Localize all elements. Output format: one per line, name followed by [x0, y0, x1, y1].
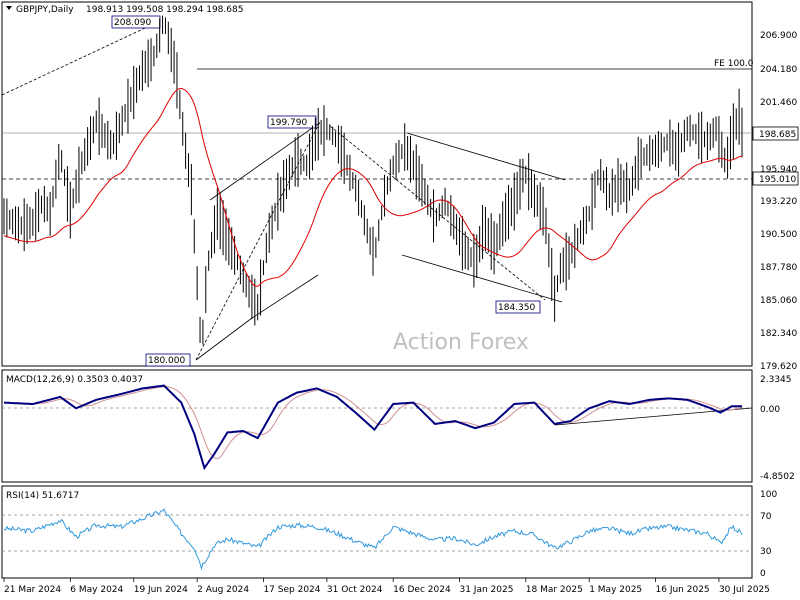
watermark: Action Forex — [393, 330, 529, 355]
main-panel-frame — [1, 1, 753, 367]
trend-line-dashed — [329, 125, 546, 301]
date-tick-label: 31 Oct 2024 — [327, 585, 383, 595]
channel-lower — [251, 274, 319, 319]
annotation-box — [495, 300, 541, 314]
dropdown-triangle-icon[interactable] — [6, 6, 12, 10]
price-tick: 206.900 — [760, 31, 797, 41]
rsi-tick: 0 — [760, 569, 766, 579]
symbol-header: GBPJPY,Daily — [16, 5, 74, 15]
date-tick-label: 1 May 2025 — [589, 585, 642, 595]
trend-lines — [1, 21, 566, 361]
price-tick: 195.940 — [760, 165, 797, 175]
current-price-box — [752, 126, 799, 141]
macd-tick: -4.8502 — [760, 472, 795, 482]
date-tick-label: 6 May 2024 — [70, 585, 123, 595]
price-tick: 201.460 — [760, 98, 797, 108]
date-tick-label: 16 Jun 2025 — [656, 585, 710, 595]
date-tick-label: 30 Jul 2025 — [719, 585, 770, 595]
date-tick-label: 31 Jan 2025 — [459, 585, 513, 595]
date-tick-label: 21 Mar 2024 — [4, 585, 61, 595]
rsi-tick: 100 — [760, 490, 777, 500]
annotation-high: 208.090 — [114, 18, 151, 28]
date-axis: 21 Mar 2024 6 May 2024 19 Jun 2024 2 Aug 20… — [3, 578, 770, 595]
annotation-swing-high: 199.790 — [270, 118, 307, 128]
channel-lower-ext — [195, 317, 253, 361]
macd-zero-label: 0.00 — [760, 405, 780, 415]
price-series — [3, 15, 743, 345]
fe-100-label: FE 100.0 — [714, 59, 754, 69]
ohlc-header: 198.913 199.508 198.294 198.685 — [86, 5, 243, 15]
price-tick: 190.500 — [760, 230, 797, 240]
annotation-swing-low: 184.350 — [498, 303, 535, 313]
macd-signal-line — [3, 386, 743, 460]
rsi-tick: 30 — [760, 547, 772, 557]
level-label: 195.010 — [759, 175, 796, 185]
channel-upper — [209, 123, 319, 201]
rsi-label: RSI(14) 51.6717 — [6, 491, 79, 501]
falling-channel-upper — [406, 132, 566, 181]
date-tick-label: 17 Sep 2024 — [263, 585, 320, 595]
current-price-label: 198.685 — [759, 130, 796, 140]
level-box — [752, 171, 799, 186]
date-tick-label: 19 Jun 2024 — [134, 585, 188, 595]
date-tick-label: 2 Aug 2024 — [197, 585, 249, 595]
annotation-low: 180.000 — [148, 356, 185, 366]
macd-trend-line — [554, 407, 753, 426]
price-tick: 187.780 — [760, 263, 797, 273]
annotation-box — [145, 353, 191, 367]
moving-average-line — [3, 87, 743, 287]
date-tick-label: 18 Mar 2025 — [526, 585, 583, 595]
price-axis: 206.900 204.180 201.460 195.940 193.220 … — [760, 31, 797, 372]
macd-series — [3, 384, 743, 471]
price-tick: 179.620 — [760, 362, 797, 372]
price-tick: 185.060 — [760, 296, 797, 306]
trend-line-dashed — [1, 21, 159, 96]
price-tick: 204.180 — [760, 65, 797, 75]
macd-label: MACD(12,26,9) 0.3503 0.4037 — [6, 375, 143, 385]
falling-channel-lower — [401, 254, 563, 303]
rsi-line — [3, 508, 743, 571]
price-tick: 193.220 — [760, 197, 797, 207]
macd-tick: 2.3345 — [760, 375, 792, 385]
macd-panel-frame — [1, 369, 753, 483]
date-tick-label: 16 Dec 2024 — [393, 585, 451, 595]
price-tick: 182.340 — [760, 329, 797, 339]
macd-line — [3, 384, 742, 471]
rsi-tick: 70 — [760, 512, 772, 522]
rsi-panel-frame — [1, 485, 753, 579]
annotation-box — [267, 115, 317, 129]
rsi-series — [3, 508, 743, 571]
